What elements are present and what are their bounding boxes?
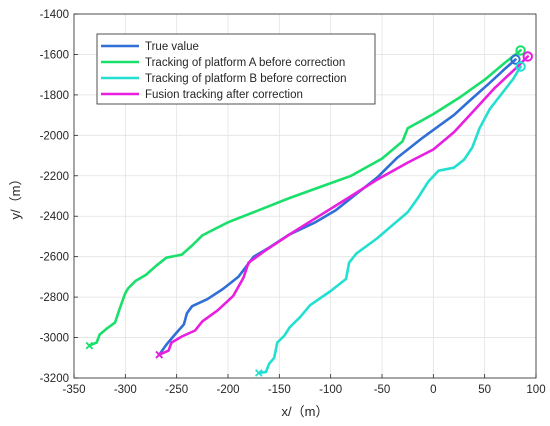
series-start-marker-3 bbox=[155, 350, 164, 359]
y-tick-label: -3000 bbox=[40, 333, 69, 345]
series-line-0 bbox=[157, 58, 517, 356]
x-axis-label: x/（m） bbox=[282, 404, 329, 419]
y-tick-label: -2200 bbox=[40, 171, 69, 183]
series-end-marker-0 bbox=[510, 54, 521, 65]
legend-label-2: Tracking of platform B before correction bbox=[145, 73, 347, 85]
axis-ticks: -350 -300 -250 -200 -150 -100 -50 0 50 100 -1400 -1… bbox=[40, 9, 546, 396]
y-tick-label: -2600 bbox=[40, 252, 69, 264]
y-tick-label: -2800 bbox=[40, 292, 69, 304]
legend-items: True value Tracking of platform A before … bbox=[101, 41, 347, 101]
y-tick-label: -1600 bbox=[40, 49, 69, 61]
plot-area-frame bbox=[73, 13, 537, 379]
x-tick-label: -350 bbox=[62, 384, 85, 396]
series-end-marker-2 bbox=[515, 61, 526, 72]
y-axis-label: y/（m） bbox=[8, 173, 23, 220]
series-markers bbox=[85, 45, 533, 377]
y-tick-label: -2000 bbox=[40, 130, 69, 142]
x-tick-label: -300 bbox=[114, 384, 137, 396]
legend-label-1: Tracking of platform A before correction bbox=[145, 57, 345, 69]
y-tick-label: -1400 bbox=[40, 9, 69, 21]
series-start-marker-2 bbox=[254, 369, 263, 377]
x-tick-label: 50 bbox=[478, 384, 491, 396]
series-layer bbox=[88, 49, 530, 375]
series-line-3 bbox=[157, 55, 530, 356]
x-tick-label: -200 bbox=[216, 384, 239, 396]
x-tick-label: -100 bbox=[319, 384, 342, 396]
series-end-marker-3 bbox=[522, 51, 533, 62]
legend-box bbox=[96, 33, 376, 105]
legend: True value Tracking of platform A before … bbox=[96, 33, 376, 105]
legend-label-0: True value bbox=[145, 41, 199, 53]
legend-label-3: Fusion tracking after correction bbox=[145, 89, 303, 101]
x-tick-label: -50 bbox=[374, 384, 391, 396]
y-tick-label: -2400 bbox=[40, 211, 69, 223]
x-tick-label: -150 bbox=[268, 384, 291, 396]
series-line-1 bbox=[88, 49, 522, 347]
x-tick-label: -250 bbox=[165, 384, 188, 396]
series-line-2 bbox=[257, 65, 522, 375]
x-tick-label: 100 bbox=[526, 384, 545, 396]
series-end-marker-1 bbox=[515, 45, 526, 56]
y-tick-label: -3200 bbox=[40, 373, 69, 385]
x-tick-label: 0 bbox=[430, 384, 436, 396]
y-tick-label: -1800 bbox=[40, 90, 69, 102]
series-start-marker-1 bbox=[85, 341, 94, 350]
